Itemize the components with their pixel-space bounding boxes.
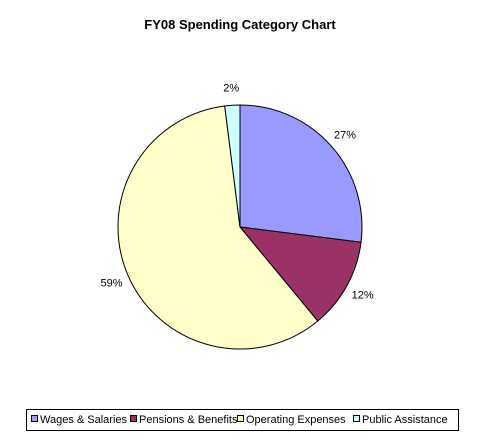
slice-pensions-and-benefits [238,226,362,322]
slice-public-assistance [224,104,241,228]
slice-wages-and-salaries [239,104,363,243]
legend-label-public-assistance: Public Assistance [362,414,448,426]
data-label-public-assistance: 2% [223,82,239,94]
pie-slices [117,104,363,350]
legend-swatch-pensions-and-benefits [130,415,137,422]
data-label-operating-expenses: 59% [100,278,122,290]
legend-label-pensions-and-benefits: Pensions & Benefits [139,414,238,426]
legend-swatch-public-assistance [353,415,360,422]
chart-title: FY08 Spending Category Chart [144,17,336,32]
data-label-pensions-and-benefits: 12% [352,289,374,301]
legend-label-operating-expenses: Operating Expenses [246,414,346,426]
legend: Wages & Salaries Pensions & Benefits Opera… [26,409,459,431]
legend-swatch-operating-expenses [237,415,244,422]
pie-data-labels: 27% 12% 59% 2% [100,82,373,301]
data-label-wages-and-salaries: 27% [334,129,356,141]
slice-operating-expenses [117,105,319,350]
legend-label-wages-and-salaries: Wages & Salaries [40,414,128,426]
legend-swatch-wages-and-salaries [31,415,38,422]
